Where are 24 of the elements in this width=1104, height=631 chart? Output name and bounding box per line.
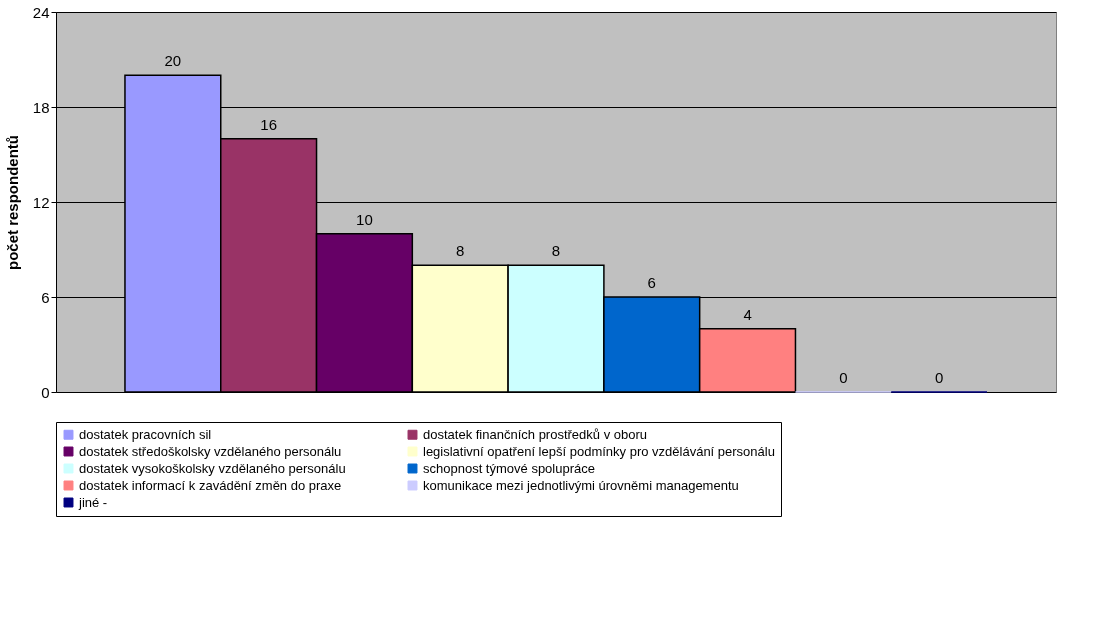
legend-label: jiné -: [78, 494, 108, 510]
data-label: 8: [551, 242, 561, 260]
y-tick-label: 12: [32, 193, 50, 211]
data-label: 0: [839, 369, 848, 386]
y-tick-label: 24: [32, 3, 50, 21]
legend-label: legislativní opatření lepší podmínky pro vzdělávání personálu: [423, 443, 775, 459]
legend-label: dostatek informací k zavádění změn do praxe: [79, 477, 342, 493]
data-label: 16: [260, 115, 277, 133]
data-label: 20: [164, 52, 182, 70]
y-tick-label: 18: [32, 98, 50, 116]
legend-label: dostatek finančních prostředků v oboru: [423, 426, 648, 442]
data-label: 0: [934, 369, 944, 386]
data-label: 4: [743, 305, 752, 323]
y-tick-label: 6: [41, 288, 50, 306]
legend-label: schopnost týmové spolupráce: [423, 460, 595, 476]
data-label: 10: [356, 210, 373, 228]
data-label: 8: [456, 242, 465, 260]
legend-label: dostatek pracovních sil: [79, 426, 212, 442]
legend-label: dostatek vysokoškolsky vzdělaného personálu: [79, 460, 346, 476]
y-axis-title: počet respondentů: [3, 134, 21, 271]
data-label: 6: [647, 274, 656, 291]
y-tick-label: 0: [41, 383, 50, 401]
legend-label: dostatek středoškolsky vzdělaného personálu: [79, 443, 342, 459]
legend-label: komunikace mezi jednotlivými úrovněmi managementu: [423, 477, 739, 493]
